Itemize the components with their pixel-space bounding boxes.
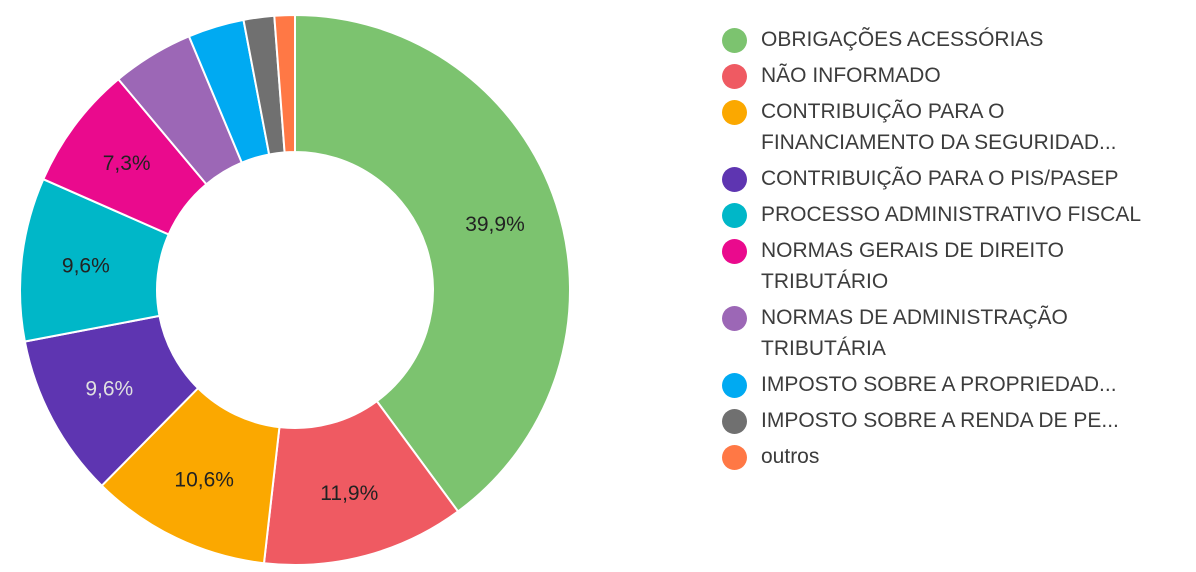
- legend-label: outros: [761, 445, 820, 468]
- legend-swatch-icon: [722, 373, 747, 398]
- legend-swatch-icon: [722, 409, 747, 434]
- slice-label-1: 11,9%: [320, 482, 378, 505]
- slice-label-5: 7,3%: [103, 152, 151, 175]
- legend-swatch-icon: [722, 100, 747, 125]
- slice-label-2: 10,6%: [174, 468, 234, 491]
- legend: OBRIGAÇÕES ACESSÓRIAS NÃO INFORMADO CONTRI…: [722, 24, 1182, 477]
- legend-swatch-icon: [722, 64, 747, 89]
- legend-item-1[interactable]: NÃO INFORMADO: [722, 60, 1182, 91]
- legend-item-3[interactable]: CONTRIBUIÇÃO PARA O PIS/PASEP: [722, 163, 1182, 194]
- legend-swatch-icon: [722, 167, 747, 192]
- legend-label: PROCESSO ADMINISTRATIVO FISCAL: [761, 203, 1142, 226]
- legend-swatch-icon: [722, 203, 747, 228]
- slice-labels: 39,9% 11,9% 10,6% 9,6% 9,6% 7,3%: [62, 152, 525, 505]
- legend-label: CONTRIBUIÇÃO PARA O FINANCIAMENTO DA SEG…: [761, 100, 1117, 154]
- legend-swatch-icon: [722, 239, 747, 264]
- legend-swatch-icon: [722, 445, 747, 470]
- slice-0[interactable]: [294, 13, 571, 513]
- legend-label: IMPOSTO SOBRE A RENDA DE PE...: [761, 409, 1119, 432]
- legend-label: NÃO INFORMADO: [761, 64, 941, 87]
- legend-item-2[interactable]: CONTRIBUIÇÃO PARA O FINANCIAMENTO DA SEG…: [722, 96, 1182, 158]
- donut-chart: 39,9% 11,9% 10,6% 9,6% 9,6% 7,3%: [19, 13, 571, 566]
- legend-swatch-icon: [722, 306, 747, 331]
- legend-item-6[interactable]: NORMAS DE ADMINISTRAÇÃO TRIBUTÁRIA: [722, 302, 1182, 364]
- legend-item-5[interactable]: NORMAS GERAIS DE DIREITO TRIBUTÁRIO: [722, 235, 1182, 297]
- legend-swatch-icon: [722, 28, 747, 53]
- slices: [19, 13, 571, 566]
- legend-label: NORMAS DE ADMINISTRAÇÃO TRIBUTÁRIA: [761, 306, 1068, 360]
- legend-label: NORMAS GERAIS DE DIREITO TRIBUTÁRIO: [761, 239, 1064, 293]
- slice-9[interactable]: [273, 13, 296, 154]
- legend-item-0[interactable]: OBRIGAÇÕES ACESSÓRIAS: [722, 24, 1182, 55]
- slice-label-3: 9,6%: [85, 378, 133, 401]
- slice-label-4: 9,6%: [62, 255, 110, 278]
- legend-item-4[interactable]: PROCESSO ADMINISTRATIVO FISCAL: [722, 199, 1182, 230]
- slice-label-0: 39,9%: [465, 213, 525, 236]
- legend-item-7[interactable]: IMPOSTO SOBRE A PROPRIEDAD...: [722, 369, 1182, 400]
- legend-item-9[interactable]: outros: [722, 441, 1182, 472]
- legend-label: CONTRIBUIÇÃO PARA O PIS/PASEP: [761, 167, 1119, 190]
- legend-label: IMPOSTO SOBRE A PROPRIEDAD...: [761, 373, 1117, 396]
- legend-label: OBRIGAÇÕES ACESSÓRIAS: [761, 28, 1044, 51]
- legend-item-8[interactable]: IMPOSTO SOBRE A RENDA DE PE...: [722, 405, 1182, 436]
